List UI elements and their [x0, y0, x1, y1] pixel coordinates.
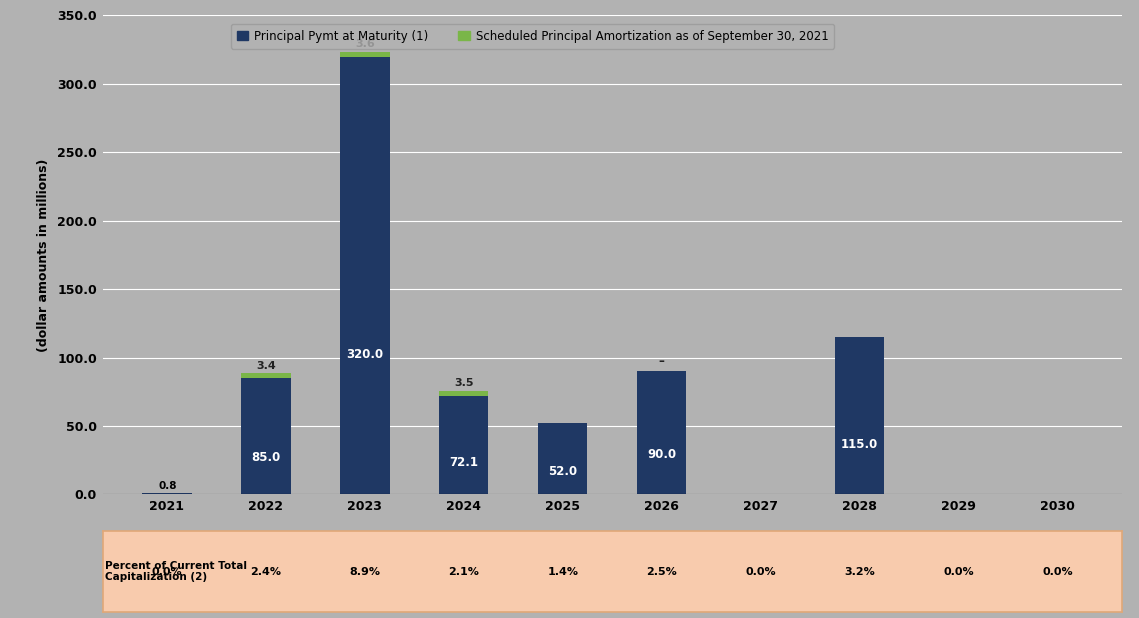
Bar: [341, 51, 390, 56]
Bar: [637, 371, 687, 494]
Text: 0.0%: 0.0%: [151, 567, 182, 577]
Text: 0.0%: 0.0%: [745, 567, 776, 577]
Text: –: –: [658, 355, 665, 368]
Text: 52.0: 52.0: [548, 465, 577, 478]
Text: 0.0%: 0.0%: [1042, 567, 1073, 577]
Bar: [341, 56, 390, 494]
Bar: [835, 337, 884, 494]
Text: 90.0: 90.0: [647, 449, 677, 462]
Text: 1.4%: 1.4%: [547, 567, 579, 577]
Bar: [439, 396, 489, 494]
Text: 3.5: 3.5: [454, 378, 474, 388]
Text: 2.5%: 2.5%: [646, 567, 677, 577]
Bar: [538, 423, 588, 494]
Bar: [142, 493, 191, 494]
Text: 0.0%: 0.0%: [943, 567, 974, 577]
Text: 2.1%: 2.1%: [449, 567, 480, 577]
Text: Percent of Current Total
Capitalization (2): Percent of Current Total Capitalization …: [106, 561, 247, 582]
Text: 115.0: 115.0: [841, 438, 878, 451]
Text: 2.4%: 2.4%: [251, 567, 281, 577]
Text: 8.9%: 8.9%: [350, 567, 380, 577]
Text: 320.0: 320.0: [346, 348, 384, 361]
Text: 72.1: 72.1: [449, 456, 478, 469]
Text: 3.4: 3.4: [256, 361, 276, 371]
Text: 85.0: 85.0: [252, 451, 280, 464]
Bar: [439, 391, 489, 396]
Bar: [241, 373, 290, 378]
Legend: Principal Pymt at Maturity (1), Scheduled Principal Amortization as of September: Principal Pymt at Maturity (1), Schedule…: [231, 23, 835, 49]
Bar: [241, 378, 290, 494]
Y-axis label: (dollar amounts in millions): (dollar amounts in millions): [38, 158, 50, 352]
Text: 3.6: 3.6: [355, 39, 375, 49]
Text: 0.8: 0.8: [158, 481, 177, 491]
Text: 3.2%: 3.2%: [844, 567, 875, 577]
